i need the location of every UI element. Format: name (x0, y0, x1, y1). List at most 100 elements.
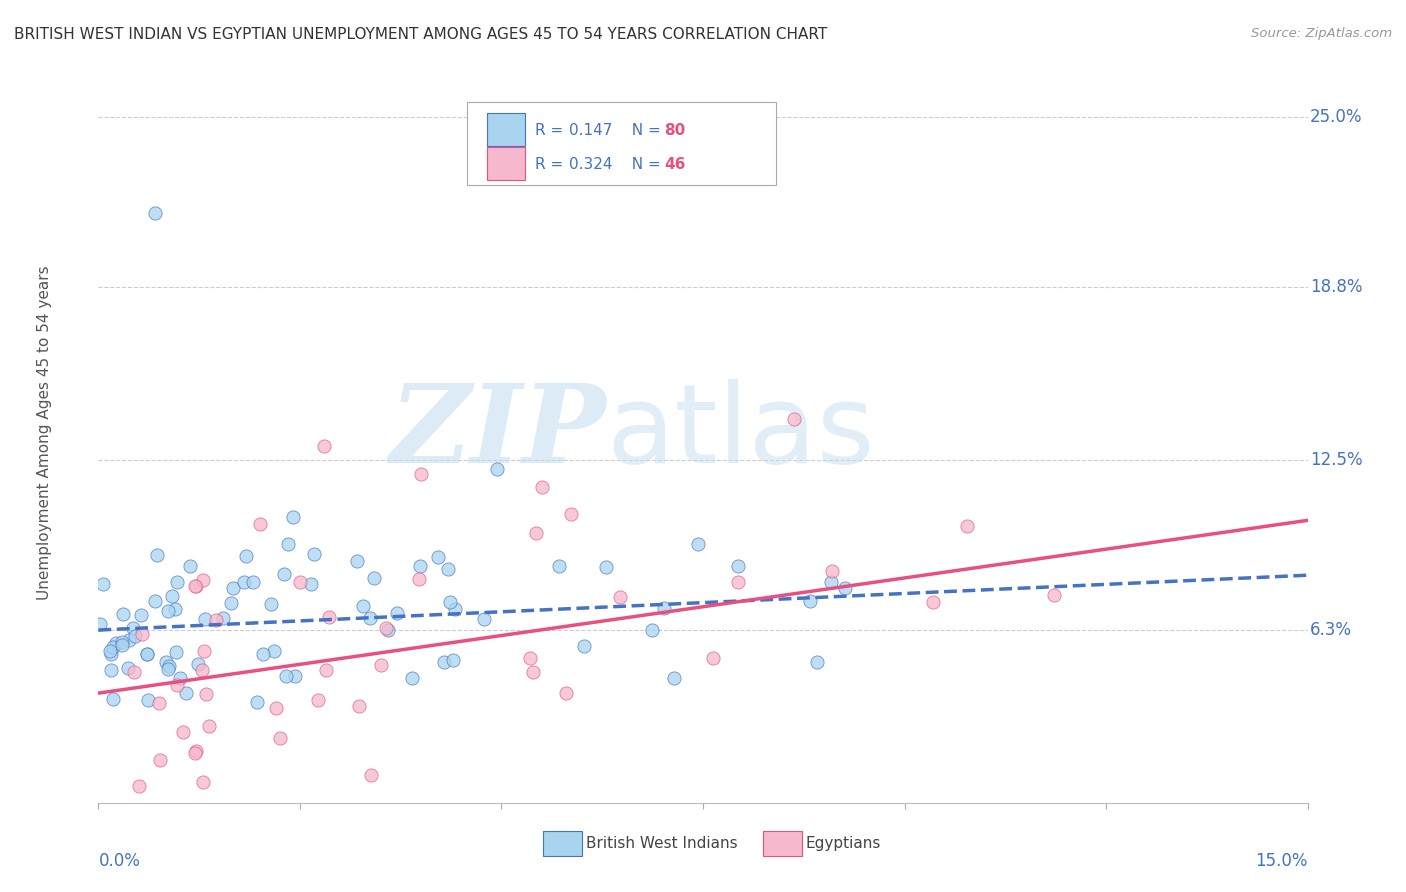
Point (195, 687, 218, 701)
Point (433, 655, 456, 669)
Text: 0.0%: 0.0% (98, 852, 141, 871)
Text: 18.8%: 18.8% (1310, 278, 1362, 296)
Text: N =: N = (621, 157, 665, 172)
Point (783, 411, 806, 425)
Point (359, 611, 381, 625)
Point (664, 671, 686, 685)
Point (135, 648, 157, 662)
Point (235, 549, 257, 564)
Point (156, 663, 179, 677)
Point (956, 519, 979, 533)
Point (174, 686, 197, 700)
Point (89, 616, 111, 631)
Point (186, 579, 208, 593)
FancyBboxPatch shape (467, 102, 776, 185)
Point (727, 575, 749, 590)
Point (806, 655, 828, 669)
Point (193, 774, 215, 789)
Point (290, 574, 312, 589)
Point (111, 607, 134, 621)
Text: 46: 46 (664, 157, 686, 172)
Point (443, 602, 465, 616)
Point (522, 665, 544, 679)
Point (307, 693, 329, 707)
Point (443, 653, 465, 667)
Text: British West Indians: British West Indians (586, 836, 737, 851)
Point (1043, 588, 1066, 602)
Point (370, 658, 392, 673)
Point (193, 573, 215, 587)
Point (128, 779, 150, 793)
Point (194, 612, 217, 626)
Point (385, 606, 408, 620)
Point (157, 659, 180, 673)
Point (146, 548, 169, 562)
Point (555, 686, 578, 700)
Point (179, 559, 201, 574)
Point (222, 581, 245, 595)
Point (530, 480, 553, 494)
Point (184, 579, 207, 593)
Point (652, 601, 675, 615)
Text: N =: N = (621, 123, 665, 138)
Point (409, 467, 432, 481)
Point (409, 559, 432, 574)
Point (281, 510, 304, 524)
Point (212, 611, 235, 625)
Point (834, 581, 856, 595)
Point (524, 526, 547, 541)
Point (124, 629, 146, 643)
Point (169, 671, 191, 685)
Point (149, 753, 172, 767)
Point (191, 663, 214, 677)
Point (299, 577, 322, 591)
Point (117, 661, 139, 675)
Point (165, 602, 187, 616)
Point (148, 697, 170, 711)
Text: 0.324: 0.324 (569, 157, 612, 172)
Point (609, 591, 631, 605)
Point (276, 669, 298, 683)
Point (155, 655, 177, 669)
Point (98, 643, 121, 657)
Point (519, 651, 541, 665)
Text: 12.5%: 12.5% (1310, 451, 1362, 469)
Text: 25.0%: 25.0% (1310, 108, 1362, 127)
Point (136, 692, 159, 706)
Point (284, 669, 307, 683)
Point (166, 678, 188, 692)
Point (346, 554, 368, 568)
Point (408, 572, 430, 586)
Point (437, 562, 460, 576)
Point (820, 575, 842, 590)
Point (143, 206, 166, 220)
Point (111, 638, 134, 652)
Point (821, 564, 844, 578)
Point (560, 507, 582, 521)
Point (117, 633, 139, 648)
Point (266, 700, 288, 714)
Point (485, 461, 508, 475)
Point (727, 559, 749, 574)
Point (269, 731, 291, 745)
Text: BRITISH WEST INDIAN VS EGYPTIAN UNEMPLOYMENT AMONG AGES 45 TO 54 YEARS CORRELATI: BRITISH WEST INDIAN VS EGYPTIAN UNEMPLOY… (14, 27, 827, 42)
Point (198, 719, 221, 733)
Point (263, 644, 285, 658)
FancyBboxPatch shape (486, 147, 526, 180)
Point (640, 623, 662, 637)
Point (252, 648, 274, 662)
Point (427, 550, 450, 565)
Point (572, 639, 595, 653)
Point (439, 595, 461, 609)
Point (375, 621, 398, 635)
Point (686, 537, 709, 551)
Point (233, 575, 256, 590)
Text: Source: ZipAtlas.com: Source: ZipAtlas.com (1251, 27, 1392, 40)
Point (122, 665, 145, 679)
FancyBboxPatch shape (763, 831, 803, 856)
Point (314, 439, 336, 453)
Text: ZIP: ZIP (389, 379, 606, 486)
Point (145, 594, 167, 608)
Point (548, 559, 571, 574)
Point (100, 663, 122, 677)
